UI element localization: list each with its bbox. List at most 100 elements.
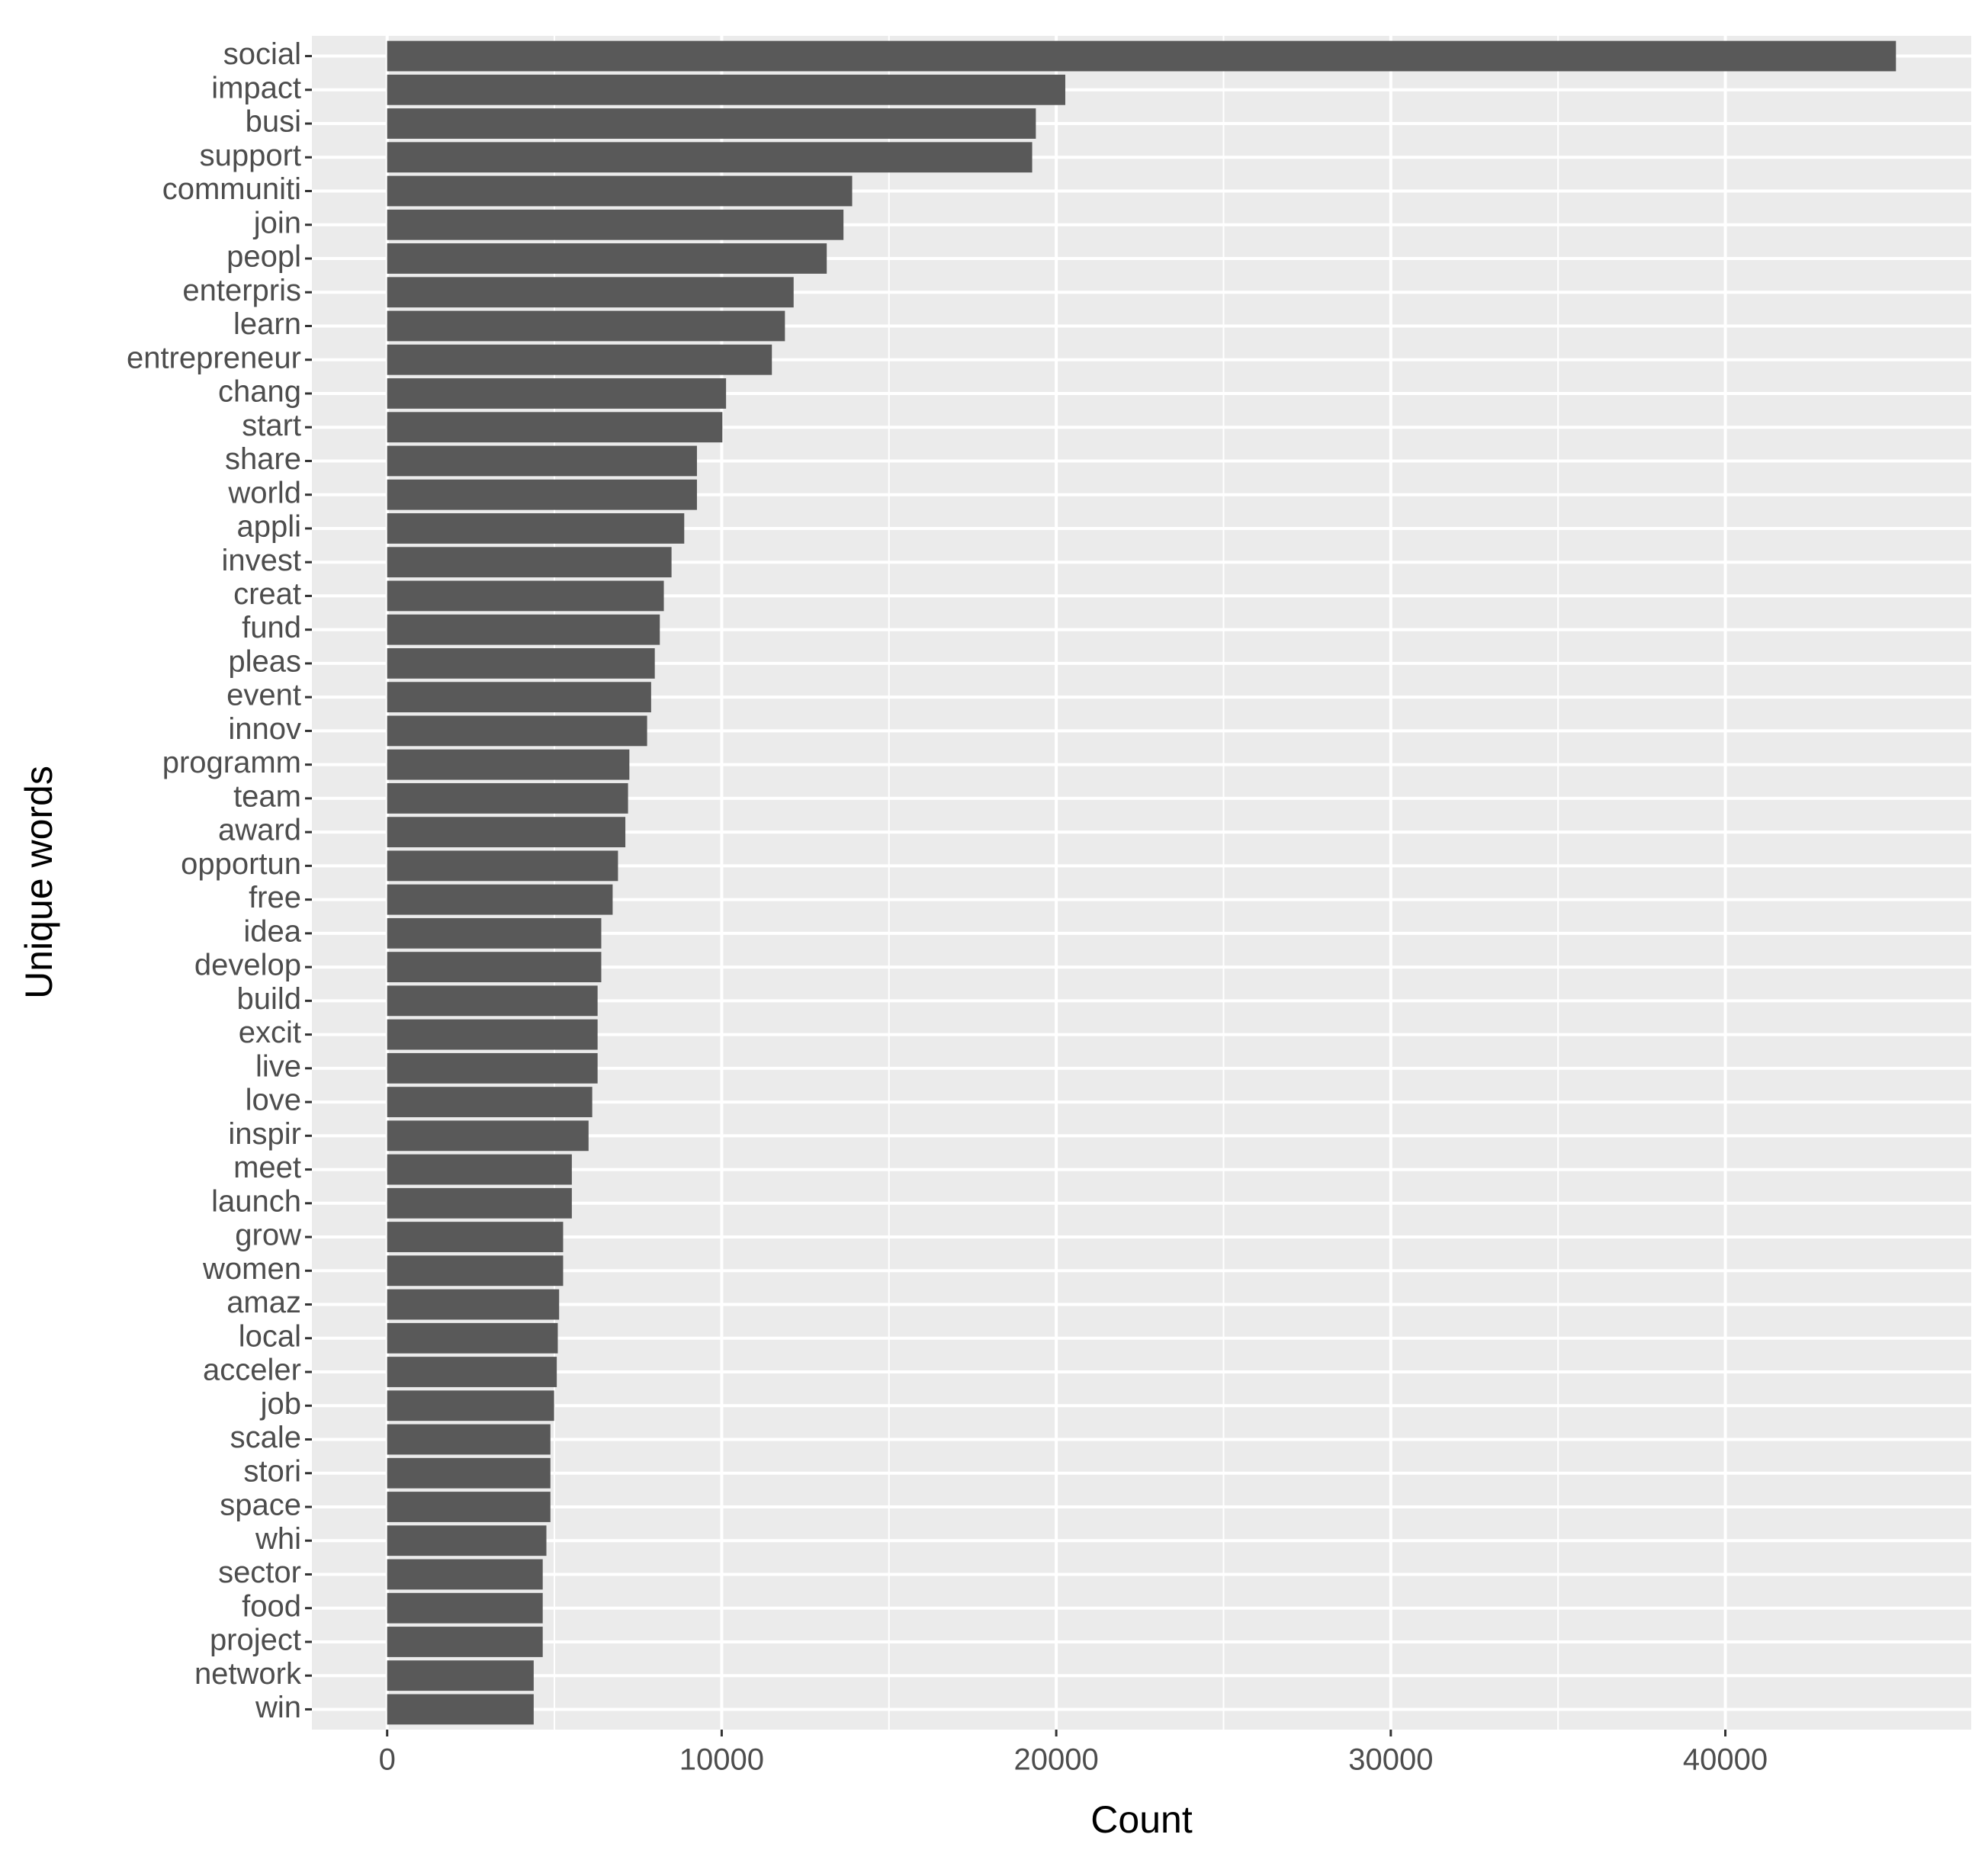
x-tick-label: 10000 — [679, 1743, 764, 1777]
y-tick-label: grow — [235, 1219, 301, 1252]
bar — [387, 1559, 543, 1590]
y-tick-label: award — [218, 814, 301, 847]
y-tick-label: sector — [218, 1556, 301, 1589]
bar — [387, 243, 827, 274]
bar — [387, 952, 602, 983]
bar — [387, 1694, 534, 1725]
y-tick-label: fund — [242, 611, 301, 644]
bar — [387, 378, 727, 409]
bar — [387, 1222, 564, 1252]
bar — [387, 884, 613, 915]
bar — [387, 344, 772, 375]
bar — [387, 749, 630, 780]
y-tick-label: appli — [236, 510, 301, 544]
bar — [387, 1154, 572, 1185]
bar — [387, 1322, 558, 1354]
x-tick-label: 0 — [379, 1743, 396, 1777]
bar — [387, 547, 672, 578]
y-tick-label: creat — [233, 577, 301, 611]
y-tick-label: entrepreneur — [127, 341, 301, 374]
bar — [387, 782, 628, 814]
bar — [387, 277, 794, 308]
y-tick-label: chang — [218, 375, 301, 409]
y-tick-label: share — [225, 442, 301, 476]
bar — [387, 1424, 551, 1455]
bar — [387, 715, 647, 747]
bar — [387, 1592, 543, 1624]
y-tick-label: local — [239, 1319, 301, 1353]
bar — [387, 445, 697, 477]
y-tick-label: whi — [255, 1522, 301, 1556]
y-tick-label: amaz — [226, 1286, 301, 1319]
y-tick-label: job — [260, 1387, 301, 1421]
bar — [387, 40, 1896, 72]
y-tick-label: network — [194, 1657, 302, 1691]
bar — [387, 817, 626, 848]
x-axis-title: Count — [1090, 1798, 1193, 1841]
bar — [387, 412, 723, 443]
y-tick-label: learn — [233, 307, 301, 341]
y-tick-label: join — [253, 206, 301, 239]
y-tick-label: pleas — [228, 644, 301, 678]
y-tick-label: acceler — [203, 1354, 301, 1387]
y-tick-label: impact — [211, 71, 301, 104]
bar — [387, 1660, 534, 1691]
bar — [387, 1627, 543, 1657]
bar — [387, 209, 844, 240]
bar — [387, 1457, 551, 1489]
y-tick-label: enterpris — [182, 274, 301, 307]
bar — [387, 142, 1033, 173]
y-tick-label: team — [233, 779, 301, 813]
y-tick-label: idea — [243, 914, 301, 948]
y-tick-label: scale — [230, 1421, 301, 1454]
x-tick-label: 20000 — [1014, 1743, 1099, 1777]
bar — [387, 1357, 557, 1387]
y-tick-label: stori — [243, 1454, 301, 1488]
y-tick-label: space — [220, 1489, 301, 1522]
y-tick-label: develop — [194, 949, 301, 982]
bar — [387, 614, 660, 645]
x-tick-label: 30000 — [1348, 1743, 1433, 1777]
y-tick-label: free — [249, 881, 301, 914]
bar — [387, 1019, 598, 1050]
bar — [387, 1492, 551, 1522]
bar — [387, 1525, 547, 1556]
bar — [387, 310, 785, 342]
y-tick-label: start — [242, 409, 301, 442]
y-tick-label: launch — [211, 1184, 301, 1218]
y-tick-label: event — [226, 679, 301, 712]
bar — [387, 1289, 560, 1320]
y-tick-label: win — [255, 1691, 301, 1724]
bar — [387, 1120, 589, 1152]
y-tick-label: live — [255, 1049, 301, 1083]
bar — [387, 1087, 593, 1117]
y-tick-label: support — [200, 139, 301, 172]
y-tick-label: innov — [228, 712, 301, 746]
bar — [387, 74, 1065, 105]
y-tick-label: busi — [246, 105, 301, 139]
y-tick-label: peopl — [226, 240, 301, 274]
y-tick-label: social — [223, 37, 301, 71]
bar — [387, 1255, 564, 1287]
y-tick-label: food — [242, 1589, 301, 1623]
y-tick-label: inspir — [228, 1117, 301, 1151]
y-tick-label: communiti — [162, 172, 301, 206]
y-tick-label: meet — [233, 1151, 301, 1184]
y-tick-label: opportun — [181, 847, 301, 881]
x-tick-label: 40000 — [1683, 1743, 1768, 1777]
bar — [387, 1187, 572, 1219]
y-tick-label: programm — [162, 746, 301, 779]
bar — [387, 850, 618, 882]
bar — [387, 580, 664, 612]
bar — [387, 108, 1036, 139]
bar — [387, 1052, 598, 1084]
bar — [387, 917, 602, 949]
y-tick-label: build — [236, 982, 301, 1016]
y-tick-label: project — [210, 1624, 301, 1657]
bar — [387, 1390, 554, 1422]
bar — [387, 682, 651, 713]
bar — [387, 479, 697, 510]
y-axis-title: Unique words — [18, 766, 60, 999]
y-tick-label: love — [246, 1084, 301, 1117]
